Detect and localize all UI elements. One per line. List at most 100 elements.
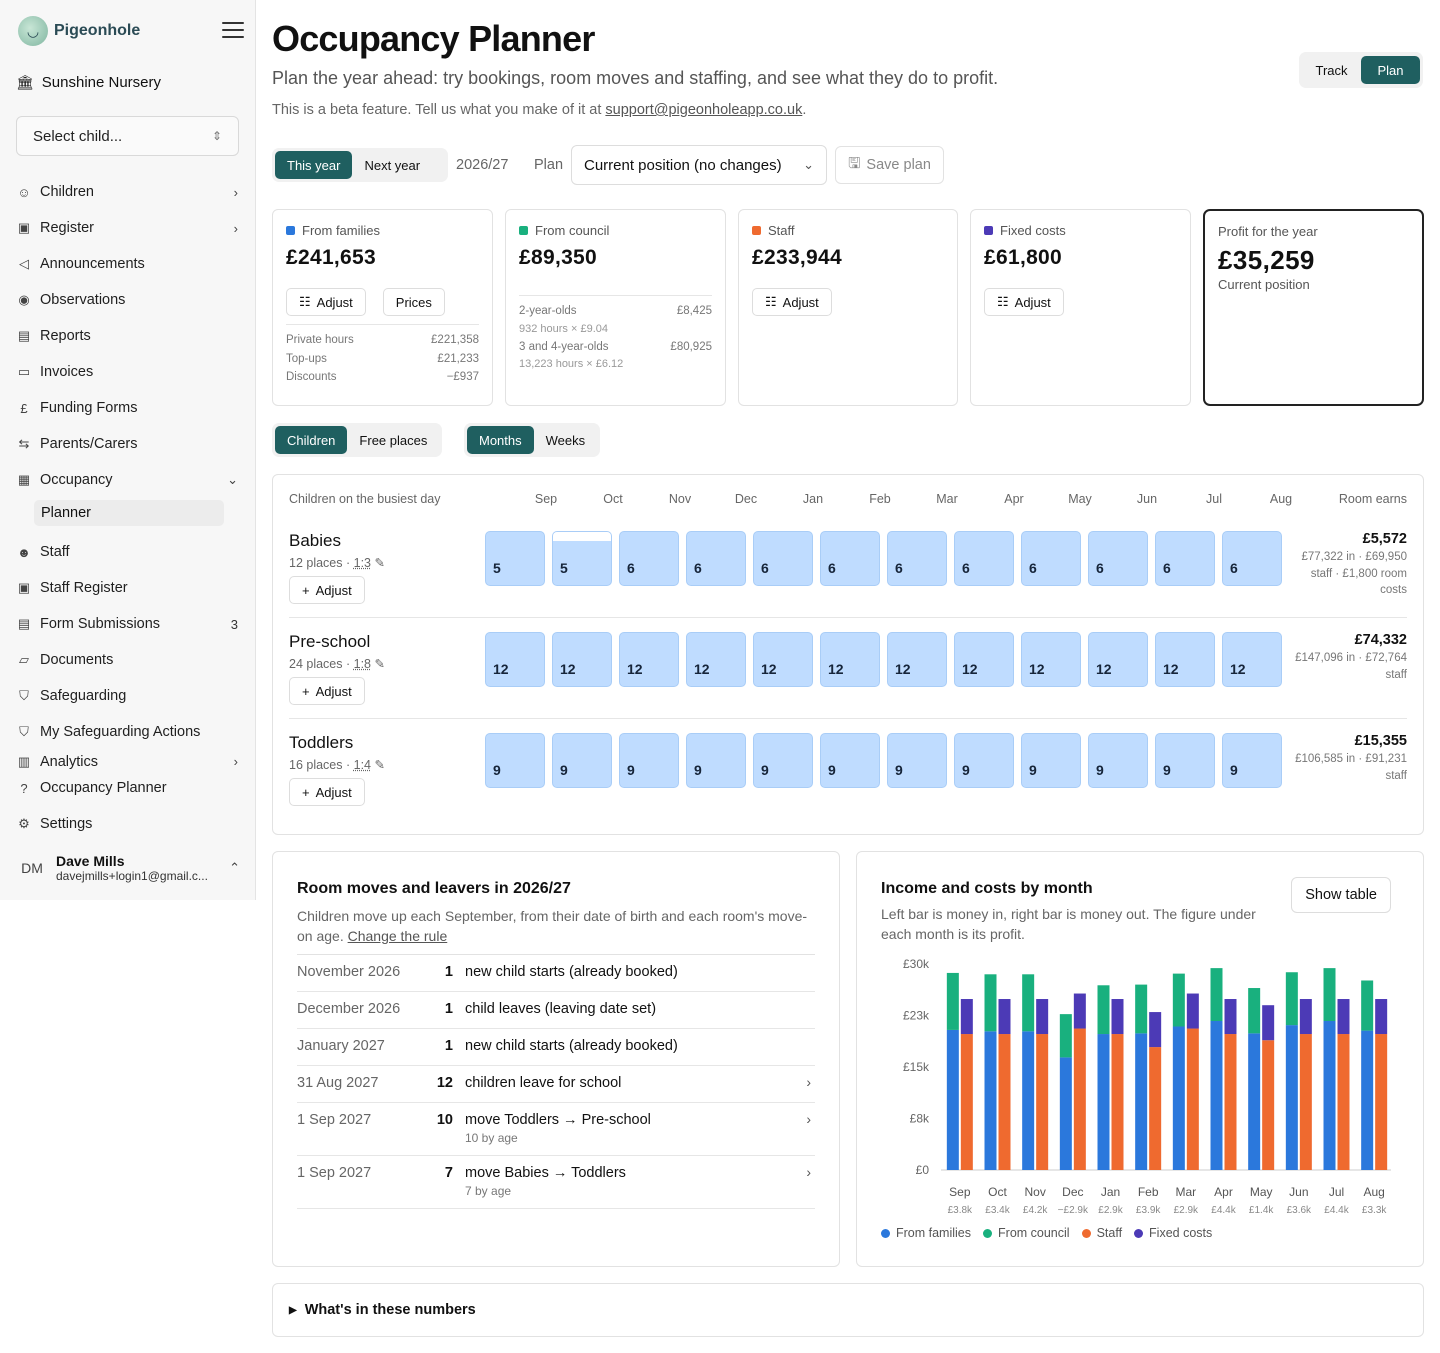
numbers-details-toggle[interactable]: ▶ What's in these numbers [272, 1283, 1424, 1337]
pencil-icon[interactable]: ✎ [374, 556, 385, 570]
legend-swatch [983, 1228, 993, 1238]
occupancy-cell[interactable]: 6 [1021, 531, 1081, 586]
occupancy-cell[interactable]: 12 [1222, 632, 1282, 687]
nursery-name[interactable]: 🏛 Sunshine Nursery [16, 74, 162, 91]
occupancy-cell[interactable]: 6 [1222, 531, 1282, 586]
room-adjust-button[interactable]: + Adjust [289, 778, 365, 806]
occupancy-cell[interactable]: 12 [686, 632, 746, 687]
occupancy-cell[interactable]: 12 [619, 632, 679, 687]
ratio-link[interactable]: 1:8 [353, 657, 372, 671]
pencil-icon[interactable]: ✎ [374, 758, 385, 772]
sidebar-item-invoices[interactable]: ▭ Invoices [16, 354, 240, 390]
next-year-tab[interactable]: Next year [364, 157, 421, 173]
occupancy-cell[interactable]: 9 [1088, 733, 1148, 788]
save-plan-button[interactable]: 🖫 Save plan [835, 146, 944, 184]
occupancy-cell[interactable]: 6 [954, 531, 1014, 586]
support-email-link[interactable]: support@pigeonholeapp.co.uk [605, 102, 803, 118]
period-toggle: Months Weeks [464, 423, 601, 457]
council-value: £89,350 [519, 246, 598, 269]
children-tab[interactable]: Children [275, 426, 348, 454]
council-breakdown: 2-year-olds £8,425 932 hours × £9.04 3 an… [519, 295, 712, 373]
bar-from-families [946, 1029, 959, 1170]
weeks-tab[interactable]: Weeks [545, 432, 586, 448]
track-tab[interactable]: Track [1315, 62, 1348, 78]
sidebar-item-settings[interactable]: ⚙ Settings [16, 806, 240, 842]
user-menu[interactable]: DM Dave Mills davejmills+login1@gmail.c.… [16, 852, 240, 884]
families-adjust-button[interactable]: ☷ Adjust [286, 288, 366, 316]
plan-select[interactable]: Current position (no changes) ⌄ [571, 145, 827, 185]
occupancy-cell[interactable]: 9 [887, 733, 947, 788]
occupancy-cell[interactable]: 12 [753, 632, 813, 687]
sidebar-item-register[interactable]: ▣ Register › [16, 210, 240, 246]
free-places-tab[interactable]: Free places [359, 432, 428, 448]
occupancy-cell[interactable]: 6 [887, 531, 947, 586]
months-tab[interactable]: Months [467, 426, 534, 454]
pencil-icon[interactable]: ✎ [374, 657, 385, 671]
move-row[interactable]: 1 Sep 2027 10 move Toddlers → Pre-school 10… [297, 1103, 815, 1156]
occupancy-cell[interactable]: 12 [887, 632, 947, 687]
sidebar-item-occupancy[interactable]: ▦ Occupancy ⌄ [16, 462, 240, 498]
occupancy-cell[interactable]: 6 [753, 531, 813, 586]
occupancy-cell[interactable]: 6 [619, 531, 679, 586]
occupancy-cell[interactable]: 12 [1088, 632, 1148, 687]
sidebar-item-my-safeguarding-actions[interactable]: ⛉ My Safeguarding Actions [16, 714, 240, 750]
ratio-link[interactable]: 1:4 [353, 758, 372, 772]
occupancy-cell[interactable]: 12 [1155, 632, 1215, 687]
move-row[interactable]: 31 Aug 2027 12 children leave for school › [297, 1066, 815, 1103]
staff-adjust-button[interactable]: ☷ Adjust [752, 288, 832, 316]
occupancy-cell[interactable]: 9 [619, 733, 679, 788]
show-table-button[interactable]: Show table [1291, 877, 1391, 913]
ratio-link[interactable]: 1:3 [353, 556, 372, 570]
room-adjust-button[interactable]: + Adjust [289, 677, 365, 705]
bar-fixed-costs [1262, 1005, 1275, 1041]
fixed-adjust-button[interactable]: ☷ Adjust [984, 288, 1064, 316]
occupancy-cell[interactable]: 6 [1155, 531, 1215, 586]
occupancy-cell[interactable]: 9 [1155, 733, 1215, 788]
sidebar-item-form-submissions[interactable]: ▤ Form Submissions 3 [16, 606, 240, 642]
sidebar-item-safeguarding[interactable]: ⛉ Safeguarding [16, 678, 240, 714]
sidebar-item-observations[interactable]: ◉ Observations [16, 282, 240, 318]
child-select[interactable]: Select child... ⇕ [16, 116, 239, 156]
occupancy-cell[interactable]: 6 [1088, 531, 1148, 586]
app-logo[interactable]: ◡ Pigeonhole [18, 16, 140, 46]
this-year-tab[interactable]: This year [275, 151, 353, 179]
occupancy-cell[interactable]: 9 [1021, 733, 1081, 788]
chevron-right-icon: › [806, 1074, 811, 1090]
sidebar-item-staff[interactable]: ☻ Staff [16, 534, 240, 570]
sidebar-item-reports[interactable]: ▤ Reports [16, 318, 240, 354]
sidebar-item-announcements[interactable]: ◁ Announcements [16, 246, 240, 282]
occupancy-cell[interactable]: 5 [552, 531, 612, 586]
occupancy-cell[interactable]: 12 [820, 632, 880, 687]
occupancy-cell[interactable]: 9 [1222, 733, 1282, 788]
sidebar-item-occupancy-planner[interactable]: ? Occupancy Planner [16, 770, 240, 806]
occupancy-cell[interactable]: 6 [820, 531, 880, 586]
sidebar-item-staff-register[interactable]: ▣ Staff Register [16, 570, 240, 606]
occupancy-cell[interactable]: 12 [485, 632, 545, 687]
bar-from-council [946, 972, 959, 1030]
occupancy-cell[interactable]: 12 [552, 632, 612, 687]
fixed-costs-card: Fixed costs £61,800 ☷ Adjust [970, 209, 1191, 406]
occupancy-cell[interactable]: 9 [552, 733, 612, 788]
sidebar-item-label: Staff [40, 544, 70, 560]
menu-icon[interactable] [222, 22, 244, 40]
room-adjust-button[interactable]: + Adjust [289, 576, 365, 604]
move-row[interactable]: 1 Sep 2027 7 move Babies → Toddlers 7 by ag… [297, 1156, 815, 1209]
sidebar-item-funding-forms[interactable]: £ Funding Forms [16, 390, 240, 426]
sidebar-item-parents-carers[interactable]: ⇆ Parents/Carers [16, 426, 240, 462]
sidebar-item-analytics[interactable]: ▥ Analytics › [16, 754, 240, 770]
occupancy-cell[interactable]: 5 [485, 531, 545, 586]
occupancy-cell[interactable]: 9 [954, 733, 1014, 788]
occupancy-cell[interactable]: 12 [1021, 632, 1081, 687]
occupancy-cell[interactable]: 9 [686, 733, 746, 788]
occupancy-cell[interactable]: 9 [485, 733, 545, 788]
occupancy-cell[interactable]: 6 [686, 531, 746, 586]
occupancy-cell[interactable]: 9 [753, 733, 813, 788]
sidebar-item-documents[interactable]: ▱ Documents [16, 642, 240, 678]
prices-button[interactable]: Prices [382, 288, 445, 316]
occupancy-cell[interactable]: 12 [954, 632, 1014, 687]
plan-tab[interactable]: Plan [1361, 56, 1420, 84]
sidebar-item-children[interactable]: ☺ Children › [16, 174, 240, 210]
change-rule-link[interactable]: Change the rule [347, 928, 448, 944]
sidebar-item-planner[interactable]: Planner [34, 500, 224, 526]
occupancy-cell[interactable]: 9 [820, 733, 880, 788]
